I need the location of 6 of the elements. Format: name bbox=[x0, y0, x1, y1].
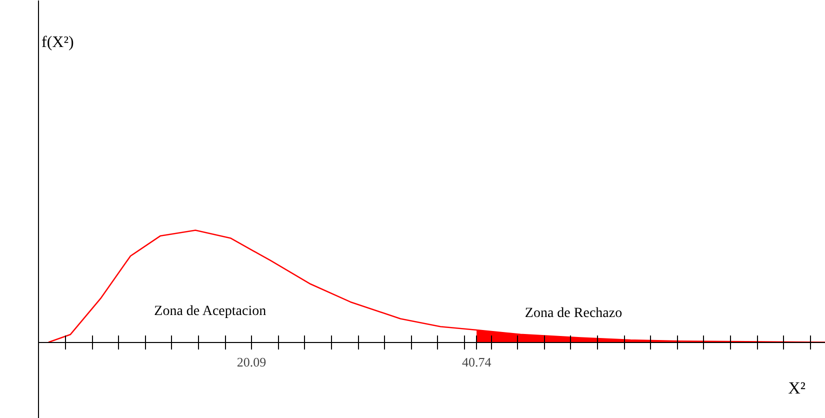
annotation: Zona de Rechazo bbox=[524, 306, 622, 321]
annotation: Zona de Aceptacion bbox=[154, 304, 266, 319]
x-tick-label: 40.74 bbox=[462, 354, 492, 370]
x-axis-title: X² bbox=[788, 378, 806, 398]
text: f(X²) bbox=[42, 34, 74, 51]
x-tick-label: 20.09 bbox=[236, 354, 266, 370]
